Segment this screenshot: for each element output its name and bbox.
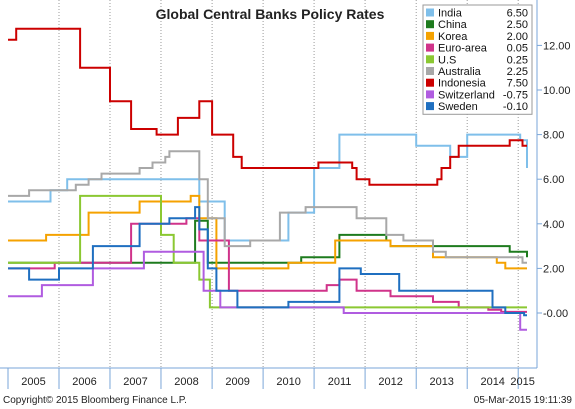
x-tick-label: 2009 [225, 376, 249, 388]
x-tick-label: 2007 [123, 376, 147, 388]
series-line-india [8, 133, 528, 242]
legend-label: Korea [438, 31, 468, 43]
x-tick-label: 2006 [72, 376, 96, 388]
legend-value: 2.00 [507, 31, 528, 43]
x-tick-label: 2014 [480, 376, 504, 388]
legend-value: 2.50 [507, 19, 528, 31]
series-line-indonesia [8, 27, 527, 186]
legend-box [422, 4, 533, 115]
y-tick-label: 8.00 [543, 130, 564, 142]
legend-value: -0.10 [503, 101, 528, 113]
legend-value: -0.75 [503, 89, 528, 101]
legend-value: 0.05 [507, 43, 528, 55]
legend-swatch [426, 20, 434, 29]
x-tick-label: 2013 [429, 376, 453, 388]
legend-label: Euro-area [438, 43, 488, 55]
legend-label: Sweden [438, 101, 478, 113]
legend-value: 2.25 [507, 66, 528, 78]
legend-swatch [426, 55, 434, 64]
x-tick-label: 2008 [174, 376, 198, 388]
series-line-australia [8, 150, 527, 264]
series-line-sweden [8, 206, 527, 317]
legend-swatch [426, 102, 434, 111]
x-tick-label: 2012 [378, 376, 402, 388]
legend-swatch [426, 67, 434, 75]
y-tick-label: 10.00 [543, 85, 571, 97]
y-tick-label: 6.00 [543, 174, 564, 186]
legend-label: Australia [438, 66, 482, 78]
timestamp: 05-Mar-2015 19:11:39 [474, 395, 573, 406]
x-tick-label: 2011 [328, 376, 352, 388]
copyright-notice: Copyright© 2015 Bloomberg Finance L.P. [3, 395, 187, 406]
x-tick-label: 2015 [510, 376, 534, 388]
legend-swatch [426, 31, 434, 40]
series-line-u-s [8, 194, 527, 309]
series-line-china [8, 219, 528, 264]
legend-label: China [438, 19, 468, 31]
legend-label: Indonesia [438, 78, 487, 90]
y-tick-label: 2.00 [543, 263, 564, 275]
series-line-euro-area [8, 217, 527, 313]
legend-label: Switzerland [438, 89, 495, 101]
legend-label: U.S [438, 54, 456, 66]
y-tick-label: -0.00 [543, 308, 568, 320]
legend-label: India [438, 8, 463, 20]
y-tick-label: 4.00 [543, 219, 564, 231]
x-tick-label: 2010 [276, 376, 300, 388]
x-tick-label: 2005 [21, 376, 45, 388]
legend-value: 6.50 [507, 8, 528, 20]
legend: India 6.50 China 2.50 Korea 2.00 Euro-area 0.05… [422, 4, 533, 115]
legend-swatch [426, 43, 434, 52]
axes: -0.00 2.00 4.00 6.00 8.00 10.00 12.00 2005 2006 2… [0, 0, 571, 389]
y-tick-label: 12.00 [543, 40, 571, 52]
legend-value: 7.50 [507, 78, 528, 90]
legend-value: 0.25 [507, 54, 528, 66]
chart-title: Global Central Banks Policy Rates [156, 6, 385, 22]
legend-swatch [426, 8, 434, 17]
series-lines [8, 27, 528, 331]
legend-swatch [426, 78, 434, 87]
legend-swatch [426, 90, 434, 99]
